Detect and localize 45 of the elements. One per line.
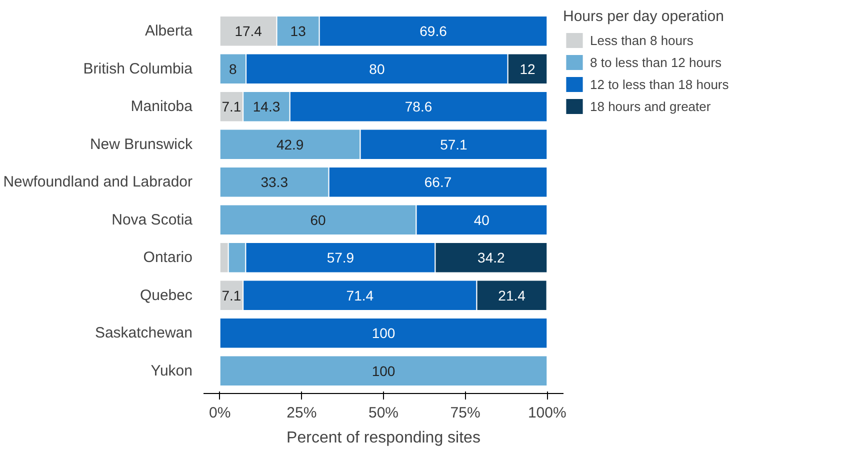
data-label: 100 (372, 362, 396, 379)
data-label: 71.4 (346, 287, 374, 304)
y-tick-label: Saskatchewan (94, 324, 193, 342)
data-label: 69.6 (420, 23, 448, 40)
data-label: 14.3 (252, 98, 280, 115)
x-axis-title: Percent of responding sites (286, 430, 480, 446)
data-label: 78.6 (404, 98, 432, 115)
data-label: 7.1 (222, 98, 242, 115)
data-label: 40 (474, 212, 490, 228)
y-tick-label: Alberta (144, 22, 194, 40)
data-label: 17.4 (234, 23, 262, 40)
x-tick-label: 25% (286, 404, 317, 422)
bar (219, 355, 548, 386)
y-tick-label: Yukon (150, 362, 193, 380)
data-label: 34.2 (478, 250, 506, 266)
x-tick-label: 0% (209, 404, 231, 422)
legend-label: 18 hours and greater (590, 98, 711, 114)
x-tick-label: 50% (368, 404, 399, 422)
y-tick-label: Nova Scotia (112, 211, 194, 228)
data-label: 100 (372, 325, 396, 342)
data-label: 57.9 (326, 250, 354, 266)
y-tick-label: Manitoba (130, 98, 194, 116)
x-tick-label: 75% (450, 404, 480, 422)
y-tick-label: Newfoundland and Labrador (3, 174, 193, 191)
legend-label: 12 to less than 18 hours (590, 76, 729, 92)
x-tick-label: 100% (528, 404, 566, 422)
data-label: 8 (229, 60, 238, 77)
data-label: 42.9 (276, 136, 304, 152)
data-label: 13 (290, 23, 306, 40)
data-label: 57.1 (440, 136, 468, 152)
data-label: 33.3 (260, 174, 288, 190)
bar (219, 318, 548, 349)
legend-label: Less than 8 hours (590, 32, 694, 48)
data-label: 60 (310, 212, 326, 228)
y-tick-label: Ontario (143, 249, 193, 266)
y-tick-label: British Columbia (83, 60, 194, 78)
y-tick-label: New Brunswick (90, 136, 193, 153)
data-label: 7.1 (222, 287, 242, 304)
legend-title: Hours per day operation (563, 8, 725, 25)
data-label: 80 (369, 60, 385, 77)
data-label: 12 (520, 60, 536, 77)
legend-label: 8 to less than 12 hours (590, 54, 722, 70)
data-label: 66.7 (424, 174, 452, 190)
y-tick-label: Quebec (140, 286, 193, 304)
data-label: 21.4 (498, 287, 526, 304)
